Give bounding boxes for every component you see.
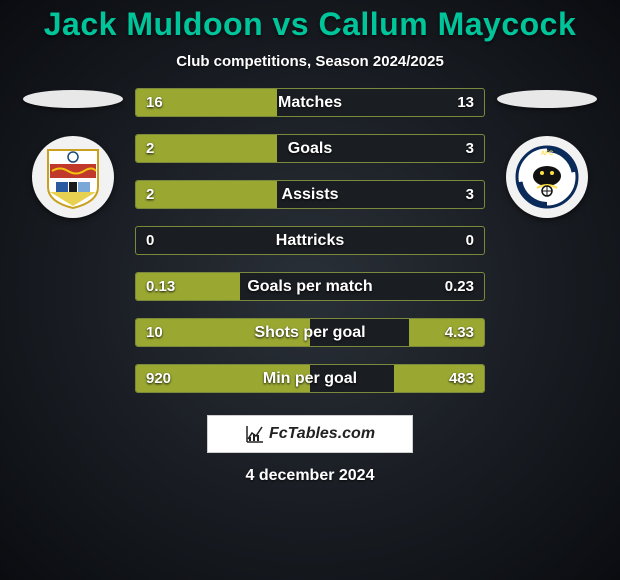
stat-value-right: 3 (466, 186, 474, 203)
stat-row: 10 Shots per goal 4.33 (135, 318, 485, 347)
brand-label: FcTables.com (269, 425, 375, 443)
right-player-col: AFC (497, 88, 597, 218)
stat-label: Goals per match (247, 278, 372, 296)
stat-value-left: 2 (146, 186, 154, 203)
stat-bars: 16 Matches 13 2 Goals 3 2 Assists 3 0 Hattricks 0 0.… (135, 88, 485, 393)
stat-bar-fill-left (136, 181, 277, 208)
stat-value-left: 16 (146, 94, 163, 111)
stat-value-left: 0.13 (146, 278, 175, 295)
stat-value-right: 0 (466, 232, 474, 249)
stat-value-right: 13 (457, 94, 474, 111)
stat-label: Assists (282, 186, 339, 204)
player-shadow-left (23, 90, 123, 108)
stat-value-left: 920 (146, 370, 171, 387)
svg-text:AFC: AFC (541, 151, 554, 157)
stat-value-right: 3 (466, 140, 474, 157)
comparison-area: 16 Matches 13 2 Goals 3 2 Assists 3 0 Hattricks 0 0.… (0, 88, 620, 393)
stat-row: 920 Min per goal 483 (135, 364, 485, 393)
afc-wimbledon-badge-icon: AFC (512, 142, 582, 212)
brand-chart-icon (245, 424, 265, 444)
date-label: 4 december 2024 (246, 467, 375, 485)
left-player-col (23, 88, 123, 218)
stat-bar-fill-left (136, 135, 277, 162)
club-badge-right: AFC (506, 136, 588, 218)
page-title: Jack Muldoon vs Callum Maycock (44, 6, 577, 43)
stat-row: 2 Assists 3 (135, 180, 485, 209)
stat-row: 16 Matches 13 (135, 88, 485, 117)
stat-label: Shots per goal (254, 324, 365, 342)
stat-value-left: 2 (146, 140, 154, 157)
harrogate-town-badge-icon (38, 142, 108, 212)
stat-value-right: 4.33 (445, 324, 474, 341)
stat-row: 2 Goals 3 (135, 134, 485, 163)
brand-box: FcTables.com (207, 415, 413, 453)
stat-label: Min per goal (263, 370, 357, 388)
stat-value-left: 0 (146, 232, 154, 249)
stat-label: Goals (288, 140, 332, 158)
stat-value-left: 10 (146, 324, 163, 341)
stat-label: Matches (278, 94, 342, 112)
stat-label: Hattricks (276, 232, 344, 250)
stat-value-right: 483 (449, 370, 474, 387)
stat-value-right: 0.23 (445, 278, 474, 295)
stat-row: 0.13 Goals per match 0.23 (135, 272, 485, 301)
player-shadow-right (497, 90, 597, 108)
club-badge-left (32, 136, 114, 218)
subtitle: Club competitions, Season 2024/2025 (176, 53, 444, 70)
stat-row: 0 Hattricks 0 (135, 226, 485, 255)
